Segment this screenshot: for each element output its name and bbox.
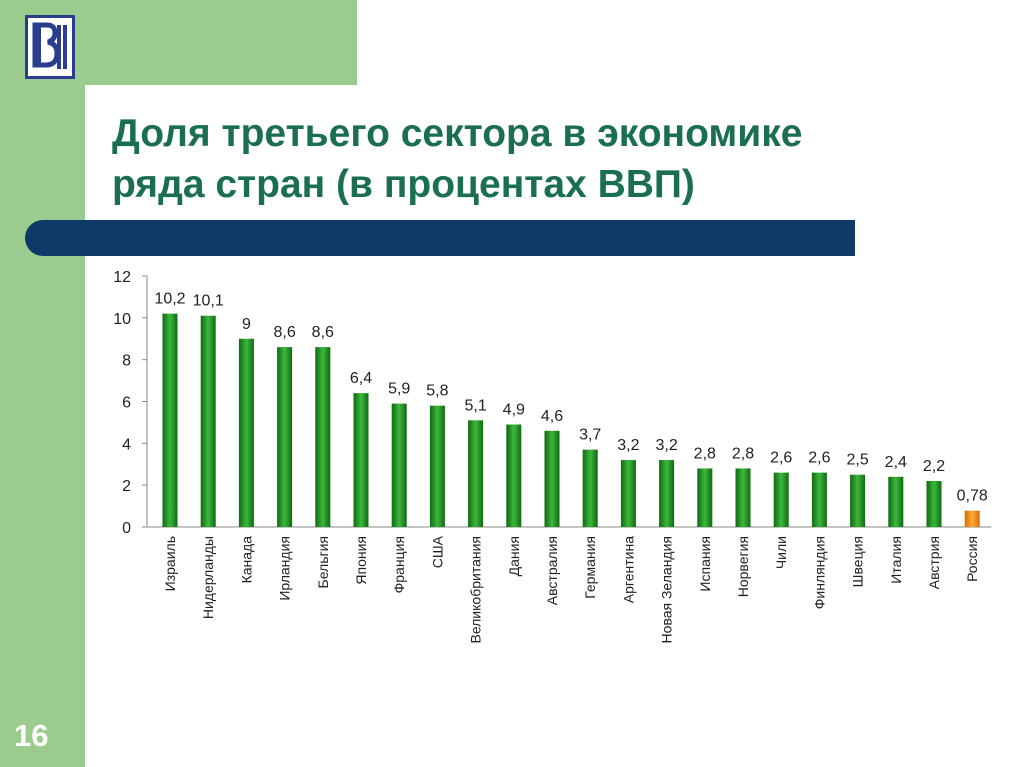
bar-value-label: 8,6 bbox=[312, 324, 334, 341]
category-label: США bbox=[429, 535, 445, 568]
bar-18 bbox=[811, 472, 827, 527]
bar-20 bbox=[888, 476, 904, 527]
bar-value-label: 2,8 bbox=[732, 445, 754, 462]
bar-value-label: 2,8 bbox=[694, 445, 716, 462]
bars bbox=[162, 313, 980, 527]
bar-value-label: 4,6 bbox=[541, 408, 563, 425]
y-tick-label: 2 bbox=[122, 478, 131, 495]
bar-13 bbox=[620, 460, 636, 527]
university-logo-icon bbox=[25, 15, 75, 79]
category-label: Россия bbox=[964, 536, 980, 582]
bar-1 bbox=[162, 313, 178, 527]
category-label: Аргентина bbox=[620, 536, 636, 603]
bar-15 bbox=[697, 468, 713, 527]
category-label: Ирландия bbox=[277, 536, 293, 601]
bar-5 bbox=[315, 347, 331, 527]
bar-value-label: 0,78 bbox=[957, 488, 988, 505]
category-label: Австрия bbox=[926, 536, 942, 589]
title-line-2: ряда стран (в процентах ВВП) bbox=[112, 163, 695, 206]
category-label: Италия bbox=[888, 536, 904, 584]
bar-19 bbox=[850, 474, 866, 527]
slide-number: 16 bbox=[14, 718, 49, 753]
bar-22 bbox=[964, 510, 980, 527]
bar-2 bbox=[200, 315, 216, 527]
bar-value-label: 3,2 bbox=[617, 437, 639, 454]
category-label: Германия bbox=[582, 536, 598, 599]
bar-12 bbox=[582, 449, 598, 527]
left-decor-band bbox=[0, 0, 85, 767]
bar-value-label: 2,4 bbox=[885, 454, 907, 471]
bar-21 bbox=[926, 480, 942, 527]
bar-value-label: 5,8 bbox=[426, 383, 448, 400]
bar-3 bbox=[238, 338, 254, 527]
category-label: Австралия bbox=[544, 536, 560, 605]
category-label: Испания bbox=[697, 536, 713, 592]
category-label: Дания bbox=[506, 536, 522, 576]
y-tick-label: 12 bbox=[113, 269, 131, 286]
bar-value-label: 6,4 bbox=[350, 370, 372, 387]
category-label: Финляндия bbox=[811, 536, 827, 609]
bar-value-label: 3,7 bbox=[579, 427, 601, 444]
category-label: Япония bbox=[353, 536, 369, 585]
bar-value-label: 2,6 bbox=[770, 450, 792, 467]
bar-value-label: 5,1 bbox=[464, 397, 486, 414]
bar-value-label: 9 bbox=[242, 316, 251, 333]
y-tick-label: 10 bbox=[113, 311, 131, 328]
bar-value-label: 2,2 bbox=[923, 458, 945, 475]
bar-11 bbox=[544, 430, 560, 527]
category-label: Бельгия bbox=[315, 536, 331, 588]
bar-value-label: 4,9 bbox=[503, 402, 525, 419]
bar-value-label: 10,2 bbox=[154, 291, 185, 308]
bar-value-label: 2,6 bbox=[808, 450, 830, 467]
bar-value-label: 2,5 bbox=[846, 452, 868, 469]
title-underline-bar bbox=[25, 220, 855, 256]
y-tick-label: 4 bbox=[122, 436, 131, 453]
y-tick-label: 6 bbox=[122, 395, 131, 412]
bar-8 bbox=[429, 405, 445, 527]
bar-4 bbox=[277, 347, 293, 527]
category-label: Нидерланды bbox=[200, 536, 216, 619]
bar-value-label: 10,1 bbox=[193, 293, 224, 310]
category-label: Новая Зеландия bbox=[659, 536, 675, 643]
category-label: Израиль bbox=[162, 536, 178, 591]
category-label: Норвегия bbox=[735, 536, 751, 597]
bar-17 bbox=[773, 472, 789, 527]
bar-value-label: 8,6 bbox=[273, 324, 295, 341]
category-label: Швеция bbox=[850, 536, 866, 587]
bar-value-label: 3,2 bbox=[655, 437, 677, 454]
y-tick-label: 8 bbox=[122, 353, 131, 370]
bar-16 bbox=[735, 468, 751, 527]
category-label: Великобритания bbox=[468, 536, 484, 644]
bar-value-label: 5,9 bbox=[388, 381, 410, 398]
value-labels: 10,2 10,1 9 8,6 8,6 6,4 5,9 5,8 5,1 4,9 4,6 3,7 3,2 3… bbox=[154, 291, 987, 505]
y-tick-label: 0 bbox=[122, 520, 131, 537]
title-line-1: Доля третьего сектора в экономике bbox=[112, 112, 803, 155]
bar-14 bbox=[659, 460, 675, 527]
category-labels: Израиль Нидерланды Канада Ирландия Бельгия Яп… bbox=[162, 535, 980, 643]
bar-10 bbox=[506, 424, 522, 527]
bar-6 bbox=[353, 393, 369, 527]
bar-9 bbox=[468, 420, 484, 527]
category-label: Канада bbox=[238, 536, 254, 584]
category-label: Франция bbox=[391, 536, 407, 593]
bar-7 bbox=[391, 403, 407, 527]
category-label: Чили bbox=[773, 536, 789, 569]
page-title: Доля третьего сектора в экономике ряда с… bbox=[112, 108, 962, 210]
